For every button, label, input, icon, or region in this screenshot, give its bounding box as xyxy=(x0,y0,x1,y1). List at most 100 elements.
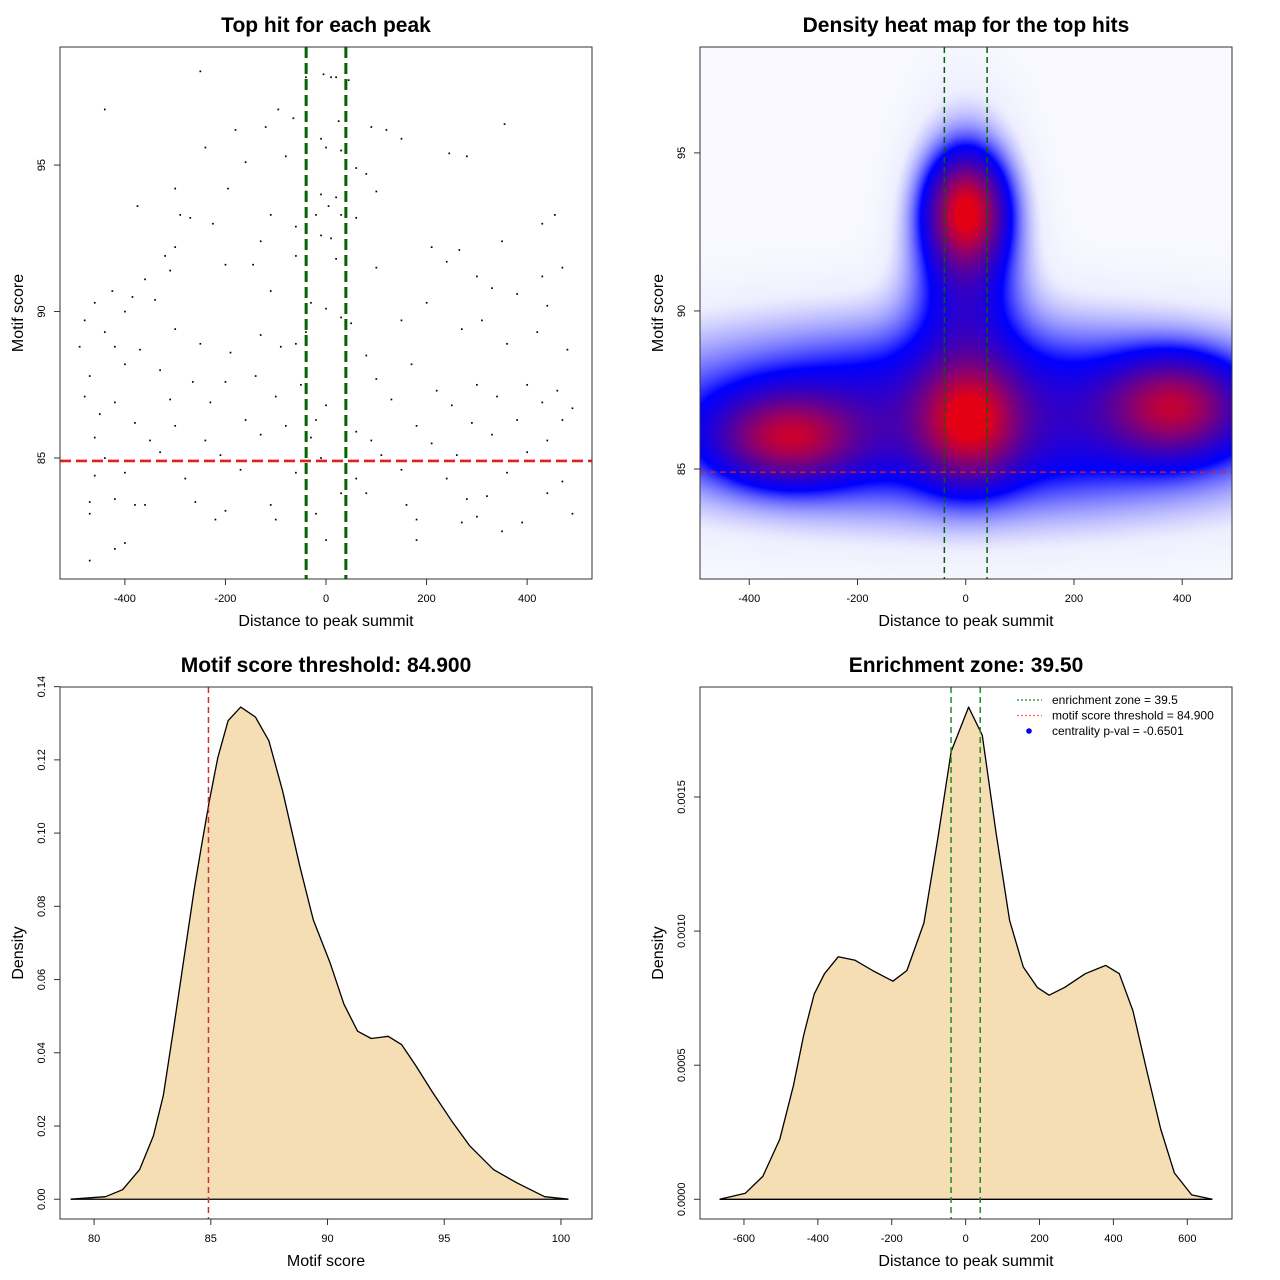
scatter-point xyxy=(556,389,559,392)
y-tick-label: 0.10 xyxy=(36,822,48,843)
x-axis-label: Motif score xyxy=(287,1253,365,1270)
scatter-point xyxy=(274,395,277,398)
x-tick-label: 80 xyxy=(88,1233,100,1245)
scatter-point xyxy=(139,348,141,351)
scatter-point xyxy=(88,501,91,503)
density-heatmap xyxy=(700,47,1232,579)
scatter-point xyxy=(340,214,342,216)
scatter-point xyxy=(491,433,493,436)
scatter-point xyxy=(310,301,312,304)
scatter-point xyxy=(114,498,116,500)
y-tick-label: 0.0005 xyxy=(676,1048,688,1082)
scatter-point xyxy=(350,322,353,325)
scatter-point xyxy=(136,205,139,207)
scatter-point xyxy=(83,395,86,398)
scatter-point xyxy=(159,451,161,454)
scatter-point xyxy=(506,471,508,474)
scatter-point xyxy=(365,173,368,175)
scatter-point xyxy=(124,471,126,474)
x-tick-label: 200 xyxy=(1065,593,1083,605)
scatter-point xyxy=(536,331,539,333)
scatter-point xyxy=(496,395,498,398)
scatter-point xyxy=(279,345,282,348)
scatter-point xyxy=(103,331,106,333)
scatter-point xyxy=(465,498,468,500)
y-tick-label: 0.12 xyxy=(36,749,48,770)
scatter-point xyxy=(521,521,524,524)
scatter-point xyxy=(503,123,506,125)
legend-point-marker xyxy=(1026,728,1032,734)
scatter-point xyxy=(174,424,177,427)
panel-4: -600 -400 -200 0 200 400 600 0.0000 0.0005 0.0010… xyxy=(650,654,1233,1270)
x-tick-label: 600 xyxy=(1178,1233,1196,1245)
scatter-point xyxy=(310,436,312,439)
panel-2: -400 -200 0 200 400 85 90 95 Density heat map fo… xyxy=(650,14,1233,630)
panel-3: 80 85 90 95 100 0.00 0.02 0.04 0.06 0.08 0.10 0.12 0… xyxy=(10,654,593,1270)
scatter-point xyxy=(134,422,136,424)
y-tick-label: 90 xyxy=(36,305,48,317)
scatter-point xyxy=(390,398,393,401)
scatter-point xyxy=(93,301,96,304)
scatter-point xyxy=(103,457,106,459)
x-tick-label: -600 xyxy=(733,1233,755,1245)
scatter-point xyxy=(506,342,508,345)
scatter-point xyxy=(169,269,172,272)
x-axis-label: Distance to peak summit xyxy=(238,613,414,630)
scatter-point xyxy=(320,234,322,237)
scatter-point xyxy=(458,249,461,251)
scatter-point xyxy=(277,108,280,111)
x-tick-label: 0 xyxy=(963,593,969,605)
scatter-point xyxy=(174,187,177,190)
scatter-point xyxy=(370,126,373,128)
scatter-point xyxy=(98,413,101,415)
scatter-point xyxy=(340,316,342,319)
scatter-point xyxy=(455,454,458,456)
scatter-point xyxy=(184,477,187,480)
scatter-point xyxy=(430,442,433,445)
scatter-point xyxy=(501,530,503,533)
scatter-point xyxy=(229,351,232,354)
x-tick-label: 200 xyxy=(417,593,435,605)
scatter-point xyxy=(164,255,166,257)
scatter-point xyxy=(295,342,297,345)
scatter-point xyxy=(149,439,151,442)
x-tick-label: 95 xyxy=(438,1233,450,1245)
legend: enrichment zone = 39.5 motif score thresh… xyxy=(1017,693,1214,738)
y-axis-label: Density xyxy=(650,926,667,979)
scatter-point xyxy=(400,319,403,322)
scatter-point xyxy=(546,492,549,495)
scatter-point xyxy=(264,126,267,128)
y-tick-label: 0.06 xyxy=(36,969,48,990)
scatter-point xyxy=(78,345,81,348)
scatter-point xyxy=(269,504,272,506)
scatter-point xyxy=(224,263,227,266)
scatter-point xyxy=(526,451,529,454)
scatter-point xyxy=(375,266,378,269)
scatter-point xyxy=(199,342,202,345)
chart-title: Top hit for each peak xyxy=(221,14,431,37)
scatter-point xyxy=(375,378,378,380)
scatter-point xyxy=(209,401,212,404)
legend-label: motif score threshold = 84.900 xyxy=(1052,709,1214,723)
scatter-point xyxy=(93,436,96,439)
chart-title: Enrichment zone: 39.50 xyxy=(849,654,1084,677)
y-tick-label: 0.04 xyxy=(36,1042,48,1063)
scatter-point xyxy=(355,430,358,433)
scatter-point xyxy=(320,137,322,140)
scatter-point xyxy=(465,155,468,158)
scatter-point xyxy=(486,495,488,497)
x-axis-label: Distance to peak summit xyxy=(878,613,1054,630)
scatter-point xyxy=(320,457,322,459)
scatter-point xyxy=(541,222,544,225)
scatter-point xyxy=(546,439,549,442)
scatter-point xyxy=(335,258,337,260)
scatter-point xyxy=(553,214,556,216)
scatter-point xyxy=(219,454,222,456)
panel-1: -400 -200 0 200 400 85 90 95 Top hit for each pe… xyxy=(10,14,593,630)
scatter-point xyxy=(445,260,448,263)
scatter-point xyxy=(144,504,146,506)
scatter-point xyxy=(561,480,564,483)
scatter-point xyxy=(244,161,247,164)
scatter-point xyxy=(154,299,156,301)
